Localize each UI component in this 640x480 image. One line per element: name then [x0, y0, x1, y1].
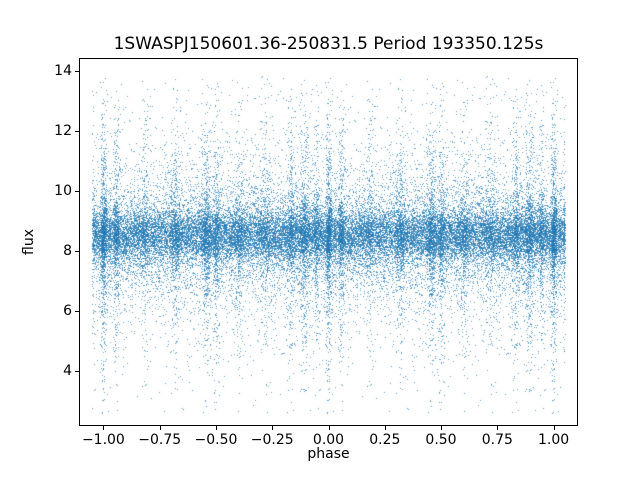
y-tick-label: 10	[54, 183, 72, 199]
x-axis-label: phase	[307, 446, 350, 462]
x-tick-label: 1.00	[538, 432, 570, 448]
y-tick-label: 4	[63, 363, 72, 379]
chart-title: 1SWASPJ150601.36-250831.5 Period 193350.…	[113, 34, 544, 54]
y-tick-mark	[75, 71, 79, 72]
x-tick-label: −0.50	[194, 432, 238, 448]
scatter-plot-canvas	[80, 59, 577, 425]
x-tick-mark	[159, 426, 161, 430]
x-tick-label: 0.25	[369, 432, 401, 448]
x-tick-mark	[553, 426, 555, 430]
x-tick-label: 0.50	[425, 432, 457, 448]
y-tick-mark	[75, 371, 79, 372]
x-tick-mark	[103, 426, 105, 430]
y-tick-label: 6	[63, 303, 72, 319]
y-tick-mark	[75, 191, 79, 192]
x-tick-label: −0.75	[138, 432, 182, 448]
x-tick-label: −1.00	[81, 432, 125, 448]
x-tick-mark	[441, 426, 442, 430]
y-tick-label: 8	[63, 243, 72, 259]
y-tick-mark	[75, 251, 79, 252]
plot-frame	[79, 58, 578, 426]
y-tick-label: 14	[54, 63, 72, 79]
x-tick-mark	[216, 426, 217, 430]
y-tick-mark	[75, 131, 79, 132]
x-tick-mark	[272, 426, 274, 430]
y-axis-label: flux	[21, 229, 37, 255]
x-tick-label: 0.00	[312, 432, 345, 448]
y-tick-label: 12	[54, 123, 72, 139]
y-tick-mark	[75, 311, 79, 312]
x-tick-mark	[497, 426, 499, 430]
x-tick-mark	[328, 426, 330, 430]
x-tick-label: 0.75	[481, 432, 513, 448]
x-tick-label: −0.25	[250, 432, 294, 448]
x-tick-mark	[384, 426, 386, 430]
